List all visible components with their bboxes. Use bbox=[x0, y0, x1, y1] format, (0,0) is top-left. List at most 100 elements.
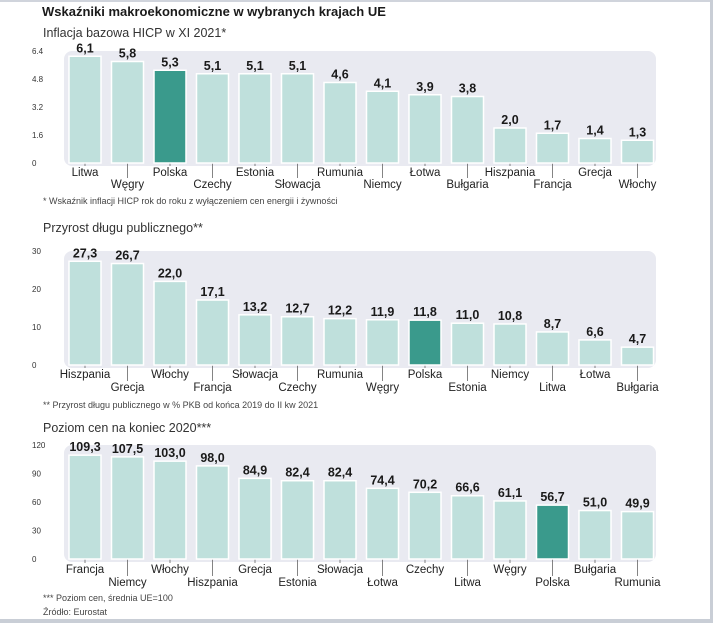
y-tick-label: 30 bbox=[32, 247, 41, 256]
category-label: Rumunia bbox=[317, 369, 364, 381]
y-tick-label: 20 bbox=[32, 285, 41, 294]
main-title: Wskaźniki makroekonomiczne w wybranych k… bbox=[42, 4, 386, 19]
y-tick-label: 120 bbox=[32, 441, 46, 450]
chart-1-title: Inflacja bazowa HICP w XI 2021* bbox=[43, 26, 227, 40]
value-label: 49,9 bbox=[625, 497, 649, 511]
bar-włochy bbox=[153, 460, 187, 560]
category-label: Węgry bbox=[366, 382, 399, 394]
bar-słowacja bbox=[238, 314, 272, 366]
y-tick-label: 4.8 bbox=[32, 75, 44, 84]
category-label: Polska bbox=[153, 167, 188, 179]
category-label: Bułgaria bbox=[574, 564, 617, 576]
category-label: Łotwa bbox=[367, 577, 398, 589]
value-label: 22,0 bbox=[158, 266, 182, 280]
chart-1-footnote: * Wskaźnik inflacji HICP rok do roku z w… bbox=[43, 196, 338, 206]
category-label: Litwa bbox=[454, 577, 481, 589]
value-label: 74,4 bbox=[370, 473, 394, 487]
bar-niemcy bbox=[493, 323, 527, 366]
category-label: Słowacja bbox=[232, 369, 279, 381]
category-label: Węgry bbox=[493, 564, 526, 576]
value-label: 11,0 bbox=[456, 308, 480, 322]
value-label: 8,7 bbox=[544, 317, 561, 331]
bar-grecja bbox=[578, 137, 612, 164]
category-label: Czechy bbox=[406, 564, 445, 576]
value-label: 12,2 bbox=[328, 304, 352, 318]
category-label: Bułgaria bbox=[616, 382, 659, 394]
value-label: 82,4 bbox=[328, 466, 352, 480]
category-label: Niemcy bbox=[363, 179, 402, 191]
category-label: Czechy bbox=[278, 382, 317, 394]
bar-francja bbox=[68, 454, 102, 560]
chart-2-footnote: ** Przyrost długu publicznego w % PKB od… bbox=[43, 400, 319, 410]
value-label: 56,7 bbox=[540, 490, 564, 504]
frame-right-border bbox=[710, 0, 713, 623]
category-label: Hiszpania bbox=[187, 577, 238, 589]
bar-hiszpania bbox=[195, 465, 230, 560]
category-label: Estonia bbox=[278, 577, 317, 589]
value-label: 6,1 bbox=[76, 41, 93, 55]
value-label: 3,8 bbox=[459, 82, 476, 96]
bar-rumunia bbox=[323, 317, 357, 366]
category-label: Słowacja bbox=[274, 179, 321, 191]
value-label: 84,9 bbox=[243, 463, 267, 477]
value-label: 4,7 bbox=[629, 332, 646, 346]
category-label: Węgry bbox=[111, 179, 144, 191]
category-label: Estonia bbox=[448, 382, 487, 394]
y-tick-label: 10 bbox=[32, 323, 41, 332]
bar-polska bbox=[535, 504, 570, 560]
value-label: 5,3 bbox=[161, 55, 178, 69]
value-label: 17,1 bbox=[200, 285, 224, 299]
bar-słowacja bbox=[280, 73, 315, 164]
bar-litwa bbox=[68, 55, 102, 164]
category-label: Włochy bbox=[151, 369, 189, 381]
bar-francja bbox=[195, 299, 230, 366]
value-label: 5,1 bbox=[204, 59, 221, 73]
value-label: 1,7 bbox=[544, 118, 561, 132]
chart-3-title: Poziom cen na koniec 2020*** bbox=[43, 421, 212, 435]
value-label: 5,1 bbox=[289, 59, 306, 73]
category-label: Rumunia bbox=[317, 167, 364, 179]
category-label: Francja bbox=[533, 179, 572, 191]
bar-polska bbox=[408, 319, 442, 366]
bar-czechy bbox=[195, 73, 230, 164]
bar-włochy bbox=[620, 139, 655, 164]
bar-łotwa bbox=[365, 487, 400, 560]
y-tick-label: 0 bbox=[32, 159, 37, 168]
bar-bułgaria bbox=[620, 346, 655, 366]
value-label: 103,0 bbox=[154, 446, 185, 460]
frame-bottom-border bbox=[0, 619, 713, 623]
category-label: Łotwa bbox=[580, 369, 611, 381]
bar-niemcy bbox=[110, 456, 145, 560]
value-label: 1,4 bbox=[586, 124, 603, 138]
bar-estonia bbox=[280, 479, 315, 560]
category-label: Niemcy bbox=[108, 577, 147, 589]
value-label: 2,0 bbox=[501, 113, 518, 127]
value-label: 10,8 bbox=[498, 309, 522, 323]
chart-3-footnote: *** Poziom cen, średnia UE=100 bbox=[43, 593, 173, 603]
price-level-chart: 0 30 60 90 120 109,3 Francja 107,5 Niemcy 103,0 Wł… bbox=[32, 440, 661, 589]
value-label: 98,0 bbox=[200, 451, 224, 465]
value-label: 11,9 bbox=[371, 305, 395, 319]
value-label: 1,3 bbox=[629, 125, 646, 139]
value-label: 3,9 bbox=[416, 80, 433, 94]
y-tick-label: 1.6 bbox=[32, 131, 44, 140]
y-tick-label: 0 bbox=[32, 361, 37, 370]
category-label: Francja bbox=[66, 564, 105, 576]
bar-łotwa bbox=[408, 94, 442, 164]
category-label: Hiszpania bbox=[60, 369, 111, 381]
bar-włochy bbox=[153, 280, 187, 366]
value-label: 70,2 bbox=[413, 477, 437, 491]
bar-estonia bbox=[238, 73, 272, 164]
value-label: 27,3 bbox=[73, 246, 97, 260]
value-label: 82,4 bbox=[285, 466, 309, 480]
value-label: 109,3 bbox=[69, 440, 100, 454]
bar-francja bbox=[535, 132, 570, 164]
value-label: 6,6 bbox=[586, 325, 603, 339]
value-label: 5,1 bbox=[246, 59, 263, 73]
category-label: Estonia bbox=[236, 167, 275, 179]
y-tick-label: 0 bbox=[32, 555, 37, 564]
category-label: Grecja bbox=[578, 167, 612, 179]
bar-litwa bbox=[450, 494, 485, 560]
value-label: 61,1 bbox=[498, 486, 522, 500]
value-label: 12,7 bbox=[285, 302, 309, 316]
